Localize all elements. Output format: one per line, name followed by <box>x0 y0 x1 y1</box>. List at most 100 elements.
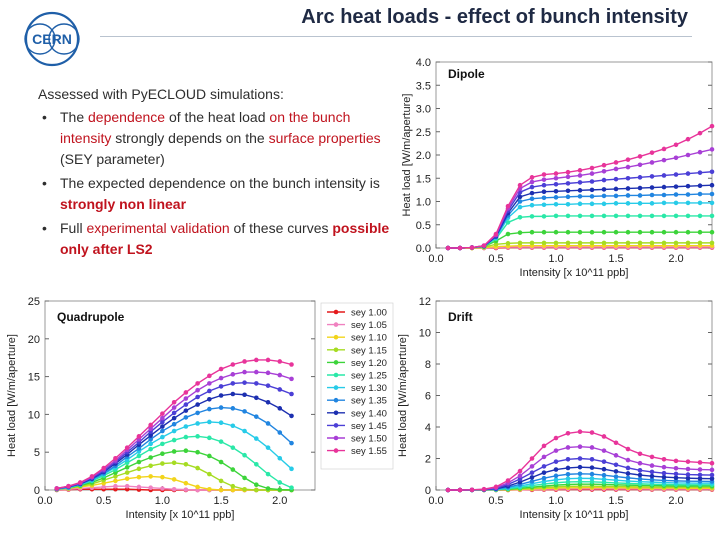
data-point <box>661 200 667 206</box>
data-point <box>101 484 106 490</box>
x-tick-label: 1.5 <box>213 495 228 507</box>
lead-text: Assessed with PyECLOUD simulations: <box>38 86 284 102</box>
data-point <box>218 478 224 484</box>
data-point <box>661 478 667 483</box>
data-point <box>517 479 523 485</box>
data-point <box>529 175 535 180</box>
data-point <box>577 168 583 173</box>
data-point <box>709 229 715 235</box>
data-point <box>230 445 236 450</box>
legend-label: sey 1.45 <box>351 421 387 432</box>
data-point <box>625 240 631 246</box>
data-point <box>589 240 595 246</box>
data-point <box>207 381 212 386</box>
data-point <box>265 445 271 450</box>
data-point <box>207 419 212 425</box>
data-point <box>589 430 595 435</box>
bullet-item: The expected dependence on the bunch int… <box>38 173 398 215</box>
data-point <box>541 475 547 481</box>
legend-marker <box>333 309 339 315</box>
data-point <box>661 456 667 462</box>
data-point <box>254 395 259 401</box>
data-point <box>529 479 535 484</box>
data-point <box>661 240 667 246</box>
data-point <box>553 171 559 176</box>
legend-marker <box>333 435 339 441</box>
data-point <box>685 240 691 246</box>
legend-label: sey 1.55 <box>351 446 387 457</box>
data-point <box>565 465 571 471</box>
data-point <box>541 202 547 208</box>
data-point <box>565 229 571 235</box>
y-tick-label: 4 <box>425 422 431 434</box>
data-point <box>207 453 212 459</box>
data-point <box>529 214 535 219</box>
data-point <box>637 213 643 219</box>
data-point <box>613 469 619 474</box>
bullet-text: (SEY parameter) <box>60 151 165 167</box>
data-point <box>289 440 294 446</box>
data-point <box>541 464 547 469</box>
legend-label: sey 1.15 <box>351 345 387 356</box>
data-point <box>195 402 200 407</box>
data-point <box>445 487 451 493</box>
data-point <box>601 448 607 453</box>
data-point <box>77 480 83 485</box>
data-point <box>529 179 535 185</box>
data-point <box>673 155 679 161</box>
data-point <box>697 200 703 206</box>
data-point <box>661 173 667 178</box>
data-point <box>625 213 631 219</box>
data-point <box>541 177 547 182</box>
data-point <box>589 194 595 199</box>
data-point <box>517 476 523 482</box>
data-point <box>697 476 703 481</box>
data-point <box>171 449 177 454</box>
data-point <box>697 183 703 188</box>
data-point <box>113 483 118 489</box>
data-point <box>160 419 165 425</box>
data-point <box>673 478 679 484</box>
data-point <box>673 458 679 464</box>
data-point <box>673 471 679 477</box>
data-point <box>577 213 583 219</box>
legend-entry: sey 1.10 <box>327 333 387 344</box>
y-tick-label: 3.0 <box>416 104 431 116</box>
data-point <box>553 477 559 483</box>
data-point <box>601 459 607 464</box>
data-point <box>589 201 595 207</box>
data-point <box>481 243 487 248</box>
data-point <box>541 443 547 449</box>
data-point <box>265 383 271 388</box>
data-point <box>113 478 118 484</box>
data-point <box>565 213 571 219</box>
data-point <box>207 486 212 492</box>
x-tick-label: 0.0 <box>428 495 443 507</box>
data-point <box>254 487 259 493</box>
data-point <box>673 240 679 246</box>
data-point <box>613 440 619 446</box>
series-sey-1-25 <box>54 434 294 492</box>
data-point <box>685 459 691 464</box>
bullet-text: The expected dependence on the bunch int… <box>60 175 380 191</box>
data-point <box>565 240 571 246</box>
data-point <box>637 240 643 246</box>
data-point <box>160 428 165 434</box>
legend-marker <box>333 334 339 340</box>
data-point <box>230 372 236 377</box>
data-point <box>685 136 691 142</box>
data-point <box>601 177 607 183</box>
data-point <box>553 240 559 246</box>
data-point <box>661 470 667 476</box>
data-point <box>577 429 583 435</box>
data-point <box>565 456 571 462</box>
legend-label: sey 1.50 <box>351 434 387 445</box>
data-point <box>529 464 535 469</box>
data-point <box>661 213 667 219</box>
series-sey-1-55 <box>445 123 715 251</box>
data-point <box>529 475 535 480</box>
data-point <box>207 396 212 402</box>
data-point <box>277 480 283 485</box>
